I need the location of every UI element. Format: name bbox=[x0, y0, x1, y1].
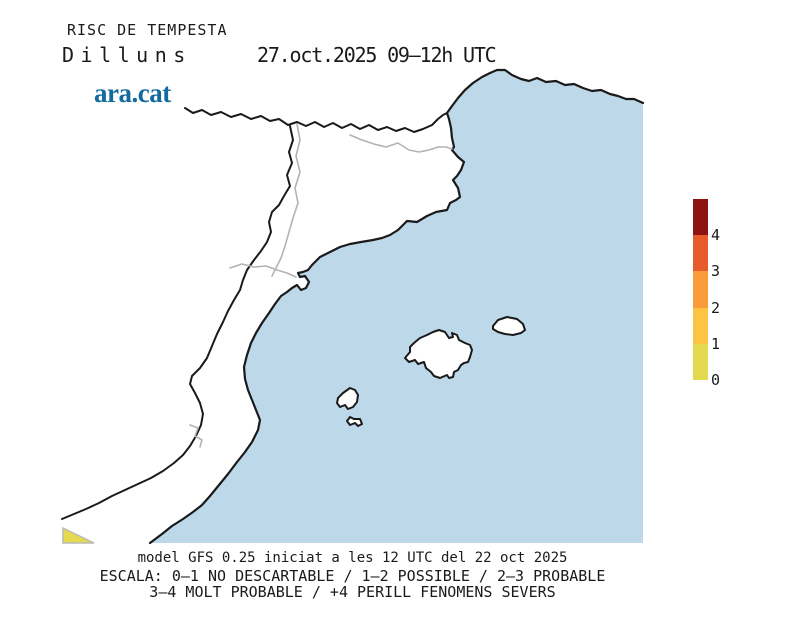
island-mallorca bbox=[404, 329, 473, 379]
legend-tick-label: 0 bbox=[711, 371, 721, 389]
risk-area-patch bbox=[62, 526, 95, 544]
legend-tick-label: 1 bbox=[711, 334, 721, 353]
island-menorca bbox=[492, 316, 526, 336]
risk-colorbar bbox=[693, 199, 708, 380]
province-border-west-path bbox=[271, 123, 301, 277]
province-border-south-path bbox=[229, 263, 297, 278]
forecast-period: 27.oct.2025 09–12h UTC bbox=[257, 43, 497, 67]
footer-scale-line-2: 3–4 MOLT PROBABLE / +4 PERILL FENOMENS S… bbox=[149, 582, 556, 601]
island-ibiza bbox=[336, 387, 359, 410]
legend-segment bbox=[693, 307, 708, 344]
coastline-path bbox=[148, 68, 645, 545]
legend-tick-label: 4 bbox=[711, 226, 721, 245]
province-border-valencia-path bbox=[189, 424, 203, 448]
risk-colorbar-ticks: 4 3 2 1 0 bbox=[711, 199, 741, 389]
sea-area bbox=[150, 70, 643, 543]
page-title: RISC DE TEMPESTA bbox=[67, 21, 228, 39]
legend-segment bbox=[693, 271, 708, 308]
aragon-border-path bbox=[61, 125, 294, 520]
legend-segment bbox=[693, 235, 708, 272]
footer-scale-line-1: ESCALA: 0–1 NO DESCARTABLE / 1–2 POSSIBL… bbox=[99, 567, 606, 585]
footer-captions: model GFS 0.25 iniciat a les 12 UTC del … bbox=[60, 548, 645, 600]
forecast-day: Dilluns bbox=[62, 43, 192, 67]
legend-segment bbox=[693, 343, 708, 380]
ara-cat-logo: ara.cat bbox=[94, 78, 171, 108]
pyrenees-border-path bbox=[184, 107, 448, 133]
legend-segment bbox=[693, 199, 708, 236]
province-border-north-path bbox=[349, 134, 453, 153]
legend-tick-label: 2 bbox=[711, 298, 721, 317]
island-formentera bbox=[346, 416, 363, 427]
footer-model-line: model GFS 0.25 iniciat a les 12 UTC del … bbox=[137, 550, 568, 566]
legend-tick-label: 3 bbox=[711, 262, 721, 281]
